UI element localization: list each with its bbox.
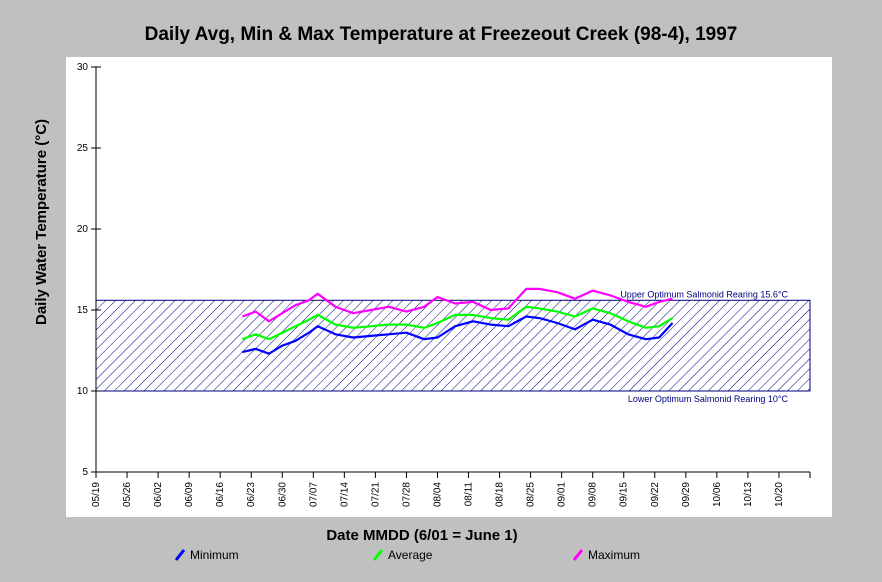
y-tick-label: 25 xyxy=(77,143,89,154)
x-axis-label: Date MMDD (6/01 = June 1) xyxy=(326,527,517,544)
legend-label-maximum: Maximum xyxy=(588,548,640,562)
x-tick-label: 10/13 xyxy=(743,482,754,507)
legend: Minimum Average Maximum xyxy=(174,548,640,562)
y-tick-label: 10 xyxy=(77,386,89,397)
legend-swatch-average xyxy=(372,549,384,561)
optimum-rearing-band xyxy=(95,299,811,392)
x-tick-label: 08/04 xyxy=(432,482,443,507)
x-tick-label: 09/01 xyxy=(557,482,568,507)
plot-area xyxy=(66,57,832,517)
x-tick-label: 08/18 xyxy=(495,482,506,507)
x-tick-label: 09/08 xyxy=(588,482,599,507)
x-tick-label: 09/22 xyxy=(650,482,661,507)
y-axis-label: Daily Water Temperature (°C) xyxy=(33,119,50,325)
x-tick-label: 07/21 xyxy=(370,482,381,507)
x-tick-label: 06/23 xyxy=(246,482,257,507)
y-tick-label: 30 xyxy=(77,62,89,73)
y-tick-label: 15 xyxy=(77,305,89,316)
x-tick-label: 07/28 xyxy=(401,482,412,507)
legend-swatch-maximum xyxy=(572,549,584,561)
x-tick-label: 09/15 xyxy=(619,482,630,507)
y-tick-label: 20 xyxy=(77,224,89,235)
x-tick-label: 05/26 xyxy=(122,482,133,507)
x-tick-label: 05/19 xyxy=(91,482,102,507)
x-tick-label: 09/29 xyxy=(681,482,692,507)
series-line-maximum xyxy=(241,287,673,323)
legend-label-minimum: Minimum xyxy=(190,548,239,562)
x-tick-label: 06/09 xyxy=(184,482,195,507)
x-tick-label: 08/11 xyxy=(464,482,475,507)
chart-title: Daily Avg, Min & Max Temperature at Free… xyxy=(145,24,738,45)
x-tick-label: 10/20 xyxy=(774,482,785,507)
y-tick-label: 5 xyxy=(82,467,88,478)
x-tick-label: 08/25 xyxy=(526,482,537,507)
series-line-average xyxy=(241,305,674,341)
x-tick-label: 07/14 xyxy=(339,482,350,507)
legend-swatch-minimum xyxy=(174,549,186,561)
legend-label-average: Average xyxy=(388,548,433,562)
x-tick-label: 07/07 xyxy=(308,482,319,507)
x-ticks: 05/19 05/26 06/02 06/09 06/16 06/23 06/30 07/07… xyxy=(91,472,811,507)
series-layer xyxy=(241,287,674,355)
x-tick-label: 06/30 xyxy=(277,482,288,507)
x-tick-label: 06/16 xyxy=(215,482,226,507)
x-tick-label: 10/06 xyxy=(712,482,723,507)
lower-optimum-label: Lower Optimum Salmonid Rearing 10°C xyxy=(628,394,789,404)
x-tick-label: 06/02 xyxy=(153,482,164,507)
upper-optimum-label: Upper Optimum Salmonid Rearing 15.6°C xyxy=(620,289,788,299)
y-ticks: 5 10 15 20 25 30 xyxy=(77,62,101,478)
series-line-minimum xyxy=(242,315,674,355)
